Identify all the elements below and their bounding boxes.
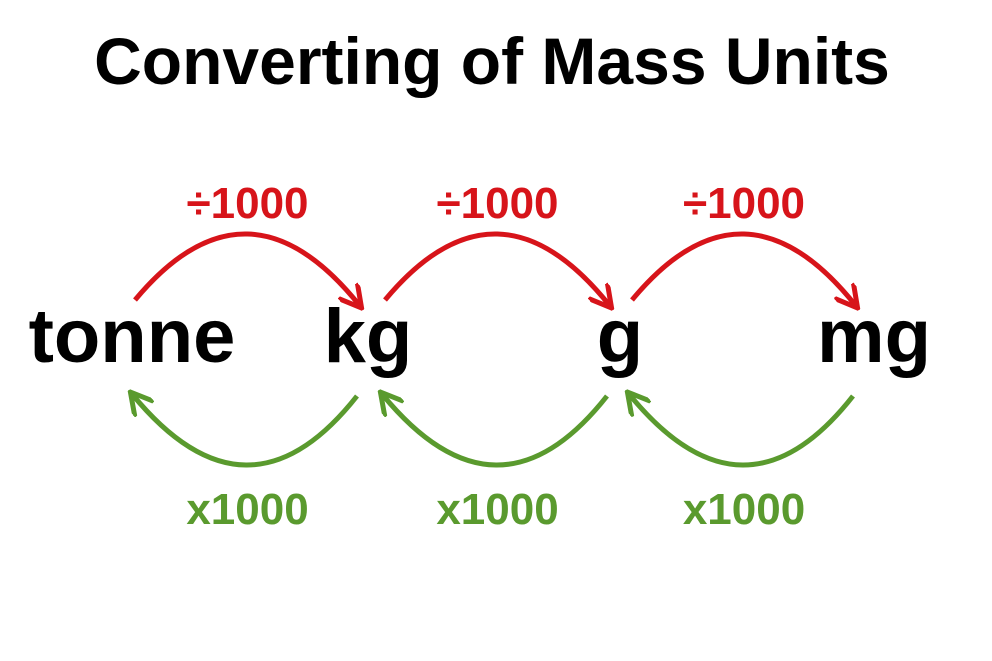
unit-label: g bbox=[597, 294, 643, 379]
multiply-arrow bbox=[382, 394, 609, 468]
multiply-label: x1000 bbox=[186, 485, 308, 534]
multiply-label: x1000 bbox=[436, 485, 558, 534]
multiply-arrow bbox=[629, 394, 855, 468]
multiply-arrow bbox=[132, 394, 359, 468]
title: Converting of Mass Units bbox=[94, 24, 890, 98]
divide-arrow bbox=[383, 231, 610, 306]
divide-arrow bbox=[630, 231, 856, 306]
unit-label: tonne bbox=[29, 294, 236, 379]
unit-label: kg bbox=[324, 294, 413, 379]
divide-label: ÷1000 bbox=[186, 179, 308, 228]
multiply-label: x1000 bbox=[683, 485, 805, 534]
unit-label: mg bbox=[817, 294, 931, 379]
divide-arrow bbox=[133, 231, 360, 306]
divide-label: ÷1000 bbox=[436, 179, 558, 228]
divide-label: ÷1000 bbox=[683, 179, 805, 228]
